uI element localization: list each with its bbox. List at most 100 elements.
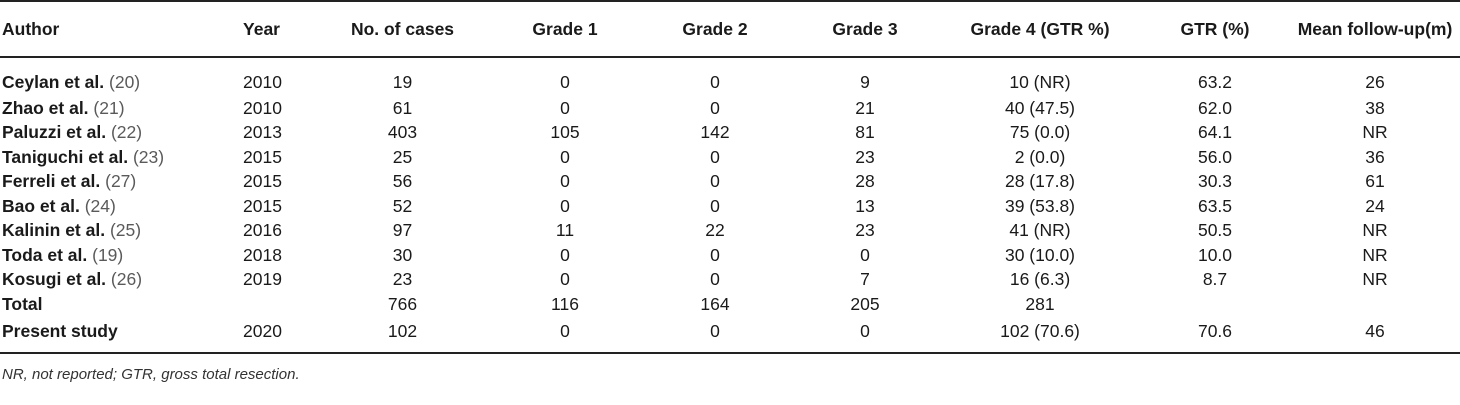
cell-grade1: 11 [555, 220, 575, 241]
cell-followup: 38 [1365, 97, 1385, 118]
reference-citation[interactable]: (25) [109, 220, 142, 241]
table-footnote: NR, not reported; GTR, gross total resec… [2, 365, 300, 383]
header-cases: No. of cases [315, 0, 490, 58]
cell-followup: NR [1362, 269, 1388, 290]
cell-gtr: 63.5 [1197, 195, 1233, 216]
cell-year: 2018 [243, 244, 282, 265]
cell-year: 2020 [210, 316, 315, 354]
cell-grade1: 0 [560, 146, 570, 167]
cell-grade4: 41 (NR) [1009, 220, 1071, 241]
cell-cases: 25 [392, 146, 413, 167]
cell-gtr: 50.5 [1197, 220, 1233, 241]
cell-followup: NR [1362, 220, 1388, 241]
cell-grade3: 23 [855, 220, 875, 241]
table-row: Toda et al. (19) 2018 30 0 0 0 30 (10.0) 10.0 NR [0, 243, 1460, 268]
table-row: Kalinin et al. (25) 2016 97 11 22 23 41 (NR) 50… [0, 219, 1460, 244]
cell-gtr: 62.0 [1197, 97, 1233, 118]
cell-year: 2010 [243, 71, 282, 92]
cell-grade4: 40 (47.5) [1004, 97, 1076, 118]
reference-citation[interactable]: (24) [84, 195, 116, 216]
cell-followup: 36 [1365, 146, 1385, 167]
cell-grade4: 2 (0.0) [1014, 146, 1066, 167]
author-name: Present study [2, 321, 118, 341]
header-author: Author [0, 0, 210, 58]
cell-followup: NR [1362, 244, 1388, 265]
cell-grade3: 7 [860, 269, 870, 290]
cell-grade2: 164 [700, 293, 730, 314]
reference-citation[interactable]: (22) [110, 122, 143, 143]
reference-citation[interactable]: (21) [93, 97, 125, 118]
cell-cases: 102 [315, 316, 490, 354]
header-row: Author Year No. of cases Grade 1 Grade 2… [0, 0, 1460, 58]
cell-year: 2019 [243, 269, 282, 290]
cell-year: 2015 [243, 195, 282, 216]
table-row: Taniguchi et al. (23) 2015 25 0 0 23 2 (0.0) 56… [0, 145, 1460, 170]
cell-grade1: 0 [490, 316, 640, 354]
cell-cases: 766 [387, 293, 418, 314]
cell-author: Ferreli et al. (27) [0, 170, 210, 195]
cell-gtr [1140, 292, 1290, 317]
author-name: Taniguchi et al. [2, 146, 129, 167]
cell-gtr: 63.2 [1197, 71, 1233, 92]
cell-followup: 26 [1365, 71, 1385, 92]
author-name: Zhao et al. [2, 97, 89, 118]
cell-grade1: 0 [560, 71, 570, 92]
author-name: Ferreli et al. [2, 171, 101, 192]
cell-cases: 30 [392, 244, 413, 265]
reference-citation[interactable]: (26) [110, 269, 143, 290]
table-header: Author Year No. of cases Grade 1 Grade 2… [0, 0, 1460, 58]
cell-grade2: 0 [710, 244, 720, 265]
cell-gtr: 8.7 [1202, 269, 1228, 290]
author-name: Toda et al. [2, 244, 88, 265]
cell-author: Present study [0, 316, 210, 354]
header-followup: Mean follow-up(m) [1290, 0, 1460, 58]
cell-grade3: 28 [855, 171, 875, 192]
cell-followup: 24 [1365, 195, 1385, 216]
cell-grade1: 0 [560, 171, 570, 192]
header-year: Year [210, 0, 315, 58]
cell-gtr: 10.0 [1197, 244, 1233, 265]
reference-citation[interactable]: (19) [92, 244, 124, 265]
cell-grade2: 0 [710, 171, 720, 192]
table-row: Zhao et al. (21) 2010 61 0 0 21 40 (47.5) 62.0 3… [0, 96, 1460, 121]
cell-author: Kosugi et al. (26) [0, 268, 210, 293]
cell-grade2: 22 [705, 220, 725, 241]
cell-year: 2015 [243, 146, 282, 167]
cell-year: 2016 [243, 220, 282, 241]
table-body: Ceylan et al. (20) 2010 19 0 0 9 10 (NR) 63.2 26… [0, 57, 1460, 354]
reference-citation[interactable]: (20) [109, 71, 141, 92]
cell-author: Kalinin et al. (25) [0, 219, 210, 244]
cell-grade2: 0 [710, 195, 720, 216]
cell-year [210, 292, 315, 317]
cell-cases: 56 [392, 171, 413, 192]
cell-gtr: 64.1 [1197, 122, 1233, 143]
cell-cases: 23 [392, 269, 413, 290]
cell-grade3: 0 [790, 316, 940, 354]
header-grade1: Grade 1 [490, 0, 640, 58]
cell-cases: 403 [387, 122, 418, 143]
cell-grade1: 0 [560, 195, 570, 216]
table-row: Paluzzi et al. (22) 2013 403 105 142 81 75 (0.… [0, 121, 1460, 146]
cell-grade3: 13 [855, 195, 875, 216]
table-row: Present study 2020 102 0 0 0 102 (70.6) 70.6 46 [0, 316, 1460, 354]
cell-cases: 97 [392, 220, 413, 241]
cell-followup [1290, 292, 1460, 317]
reference-citation[interactable]: (27) [105, 171, 137, 192]
table-row: Total 766 116 164 205 281 [0, 292, 1460, 317]
cell-grade2: 0 [710, 97, 720, 118]
cell-grade3: 23 [855, 146, 875, 167]
cell-author: Bao et al. (24) [0, 194, 210, 219]
cell-grade3: 9 [860, 71, 870, 92]
cell-author: Total [0, 292, 210, 317]
table-container: Author Year No. of cases Grade 1 Grade 2… [0, 0, 1460, 383]
reference-citation[interactable]: (23) [132, 146, 165, 167]
table-row: Ceylan et al. (20) 2010 19 0 0 9 10 (NR) 63.2 26 [0, 57, 1460, 96]
cell-grade4: 28 (17.8) [1004, 171, 1076, 192]
author-name: Total [2, 293, 43, 314]
cell-cases: 61 [392, 97, 413, 118]
table-row: Kosugi et al. (26) 2019 23 0 0 7 16 (6.3) 8.7 NR [0, 268, 1460, 293]
cell-grade4: 16 (6.3) [1009, 269, 1071, 290]
cell-gtr: 30.3 [1197, 171, 1233, 192]
cell-grade2: 0 [710, 71, 720, 92]
header-gtr: GTR (%) [1140, 0, 1290, 58]
